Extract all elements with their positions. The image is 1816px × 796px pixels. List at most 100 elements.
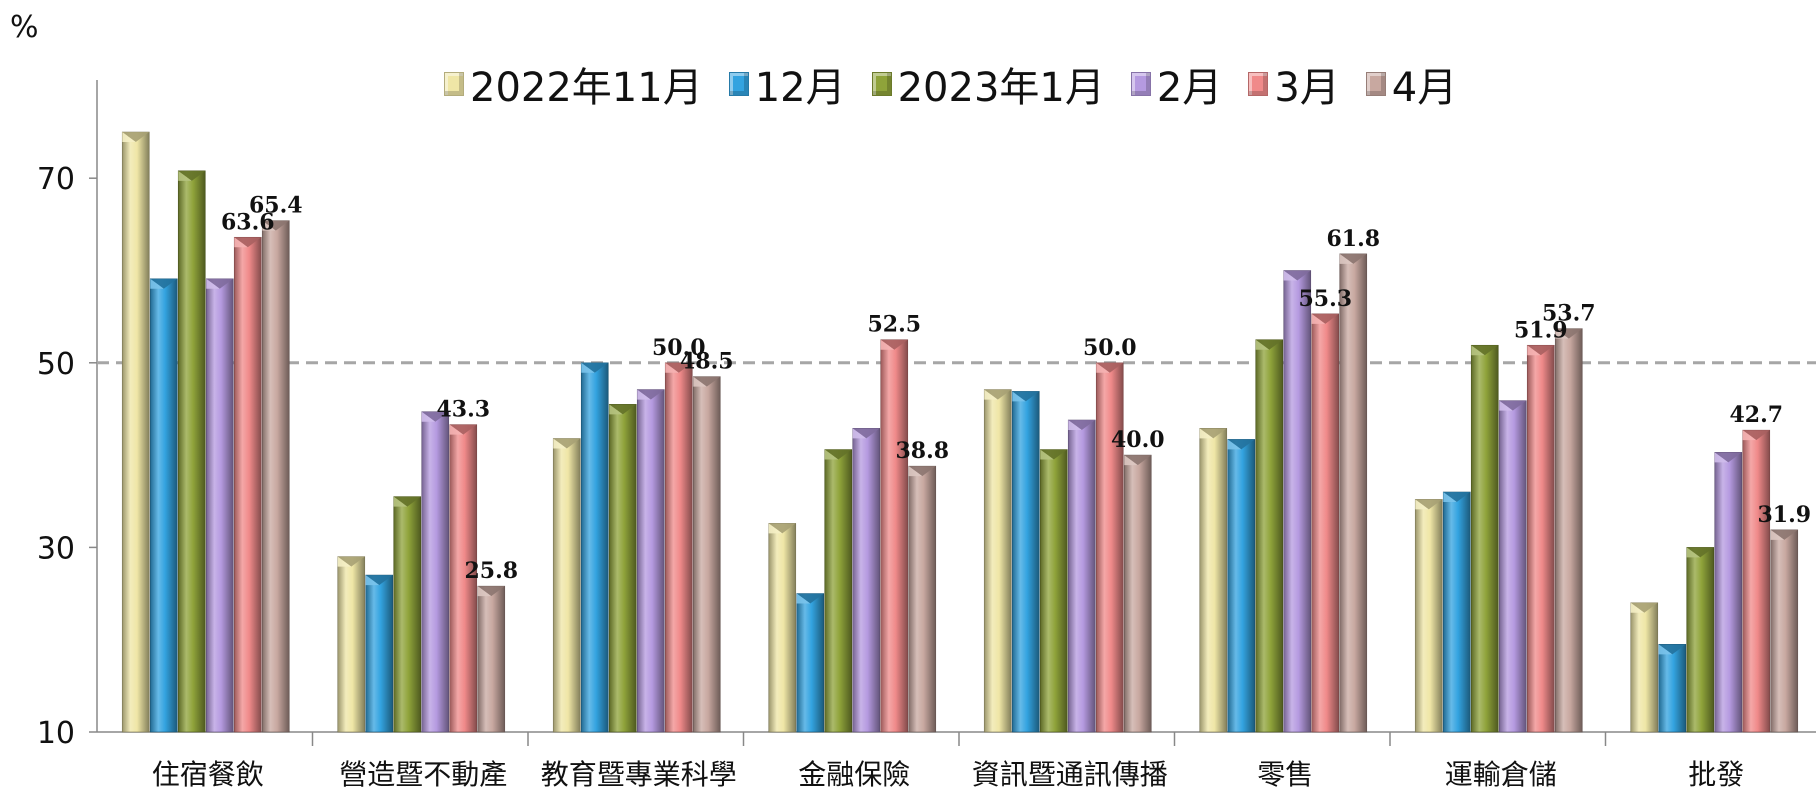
- bar: [1414, 499, 1443, 733]
- legend-item: 2月: [1130, 55, 1222, 113]
- bar-cap: [693, 376, 721, 387]
- legend-item: 2022年11月: [444, 55, 703, 113]
- bar-cap-highlight: [1068, 420, 1082, 431]
- bar: [1255, 339, 1284, 733]
- bar-cap-highlight: [637, 389, 651, 400]
- bar-cap: [1311, 313, 1339, 324]
- bar: [1199, 428, 1228, 733]
- bar-cap: [1443, 492, 1471, 503]
- bar-cap-highlight: [665, 362, 679, 373]
- data-label: 63.6: [221, 209, 275, 235]
- bar: [1227, 439, 1256, 733]
- bar: [1630, 602, 1659, 733]
- bar-cap: [150, 278, 178, 289]
- bar-cap: [637, 389, 665, 400]
- bar-cap: [122, 132, 150, 143]
- bar: [1039, 449, 1068, 733]
- bar: [664, 362, 693, 733]
- bar-cap-highlight: [1255, 339, 1270, 350]
- bar-cap: [1124, 455, 1152, 466]
- legend: 2022年11月 12月 2023年1月 2月 3月 4月: [444, 55, 1483, 113]
- data-label: 50.0: [652, 335, 706, 361]
- bar-cap: [880, 339, 908, 350]
- bar-cap: [1415, 499, 1443, 510]
- bar-cap-highlight: [262, 220, 276, 231]
- bar-cap: [1658, 644, 1686, 655]
- legend-swatch: [1365, 72, 1386, 96]
- bar-cap-highlight: [206, 278, 220, 289]
- bar: [1498, 400, 1527, 733]
- bar-cap-highlight: [1124, 455, 1138, 466]
- x-tick-label: 住宿餐飲: [152, 758, 264, 791]
- data-label: 52.5: [867, 312, 921, 338]
- bar-cap: [1339, 253, 1367, 264]
- bar-cap: [665, 362, 693, 373]
- bar-cap-highlight: [693, 376, 707, 387]
- x-tick-label: 資訊暨通訊傳播: [972, 758, 1168, 791]
- bar: [1095, 362, 1124, 733]
- bar: [636, 389, 665, 733]
- x-tick-label: 教育暨專業科學: [541, 758, 737, 791]
- bar: [233, 236, 262, 733]
- bar: [1011, 391, 1040, 733]
- bar-cap-highlight: [1714, 452, 1729, 463]
- bar-cap-highlight: [1499, 400, 1513, 411]
- data-label: 25.8: [464, 558, 518, 584]
- bar: [1067, 419, 1096, 733]
- bar: [1526, 344, 1555, 733]
- bar-cap: [421, 411, 449, 422]
- bar-cap: [1199, 428, 1227, 439]
- bar: [177, 170, 206, 733]
- bar-cap-highlight: [1443, 492, 1457, 503]
- bar: [1470, 344, 1499, 733]
- y-tick-label: 10: [37, 716, 75, 751]
- bar: [580, 362, 609, 733]
- bar-cap-highlight: [178, 170, 192, 181]
- bar-cap: [1742, 430, 1770, 441]
- legend-label: 12月: [754, 65, 846, 111]
- bar: [1339, 253, 1368, 733]
- bar: [880, 339, 909, 733]
- bar-cap-highlight: [1227, 439, 1242, 450]
- bar-cap-highlight: [768, 523, 783, 534]
- bar: [477, 585, 506, 733]
- bar: [1658, 644, 1687, 733]
- bar-cap: [449, 424, 477, 435]
- bar-cap: [1096, 362, 1124, 373]
- bar-cap: [337, 556, 365, 567]
- legend-swatch: [871, 72, 892, 96]
- bar-cap-highlight: [449, 424, 464, 435]
- bar-cap-highlight: [337, 556, 352, 567]
- data-label: 48.5: [680, 349, 734, 375]
- legend-swatch: [444, 72, 464, 96]
- bar-cap: [178, 170, 206, 181]
- bar: [1311, 313, 1340, 733]
- bar-cap-highlight: [1096, 362, 1110, 373]
- bar-cap-highlight: [1630, 602, 1645, 613]
- bar: [1283, 270, 1312, 733]
- legend-item: 2023年1月: [871, 55, 1105, 113]
- data-label: 65.4: [249, 193, 303, 219]
- bar-cap-highlight: [553, 438, 567, 449]
- bar-cap: [1770, 529, 1798, 540]
- data-label: 50.0: [1083, 335, 1137, 361]
- bar-cap-highlight: [150, 278, 164, 289]
- data-label: 61.8: [1326, 226, 1380, 252]
- legend-swatch: [728, 72, 749, 96]
- bar: [824, 449, 853, 733]
- bar-cap-highlight: [1311, 313, 1326, 324]
- bar-cap: [1714, 452, 1742, 463]
- bar-cap: [553, 438, 581, 449]
- bar-cap: [234, 237, 262, 248]
- bar: [796, 593, 825, 733]
- bar: [421, 411, 450, 733]
- data-label: 55.3: [1298, 286, 1352, 312]
- legend-label: 2022年11月: [470, 65, 703, 111]
- bar-cap: [262, 220, 290, 231]
- bar-cap: [206, 278, 234, 289]
- bar-cap-highlight: [1415, 499, 1429, 510]
- bar-cap-highlight: [824, 449, 839, 460]
- x-tick-label: 金融保險: [798, 758, 910, 791]
- bar-cap: [365, 575, 393, 586]
